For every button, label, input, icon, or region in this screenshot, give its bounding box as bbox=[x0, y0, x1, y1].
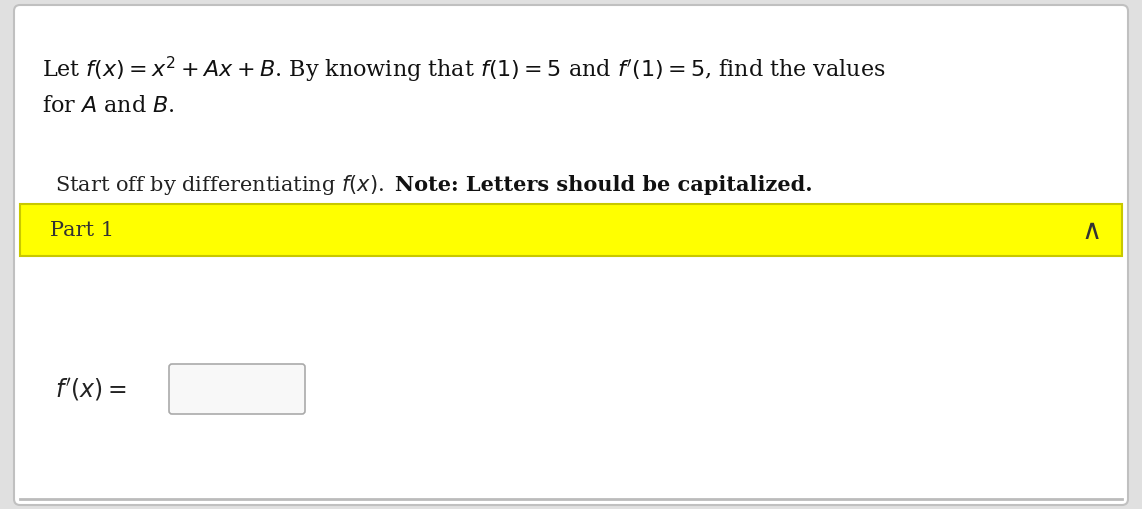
Text: for $A$ and $B$.: for $A$ and $B$. bbox=[42, 95, 175, 117]
Text: ∧: ∧ bbox=[1081, 216, 1102, 244]
FancyBboxPatch shape bbox=[21, 205, 1121, 257]
FancyBboxPatch shape bbox=[169, 364, 305, 414]
Text: Part 1: Part 1 bbox=[50, 221, 114, 240]
Text: Note: Letters should be capitalized.: Note: Letters should be capitalized. bbox=[395, 175, 813, 194]
Text: $f'(x) =$: $f'(x) =$ bbox=[55, 376, 127, 403]
Text: Let $f(x) = x^2 + Ax + B$. By knowing that $f(1) = 5$ and $f'(1) = 5$, find the : Let $f(x) = x^2 + Ax + B$. By knowing th… bbox=[42, 55, 886, 85]
FancyBboxPatch shape bbox=[14, 6, 1128, 505]
FancyBboxPatch shape bbox=[21, 257, 1121, 499]
Text: Start off by differentiating $f(x)$.: Start off by differentiating $f(x)$. bbox=[55, 173, 384, 196]
